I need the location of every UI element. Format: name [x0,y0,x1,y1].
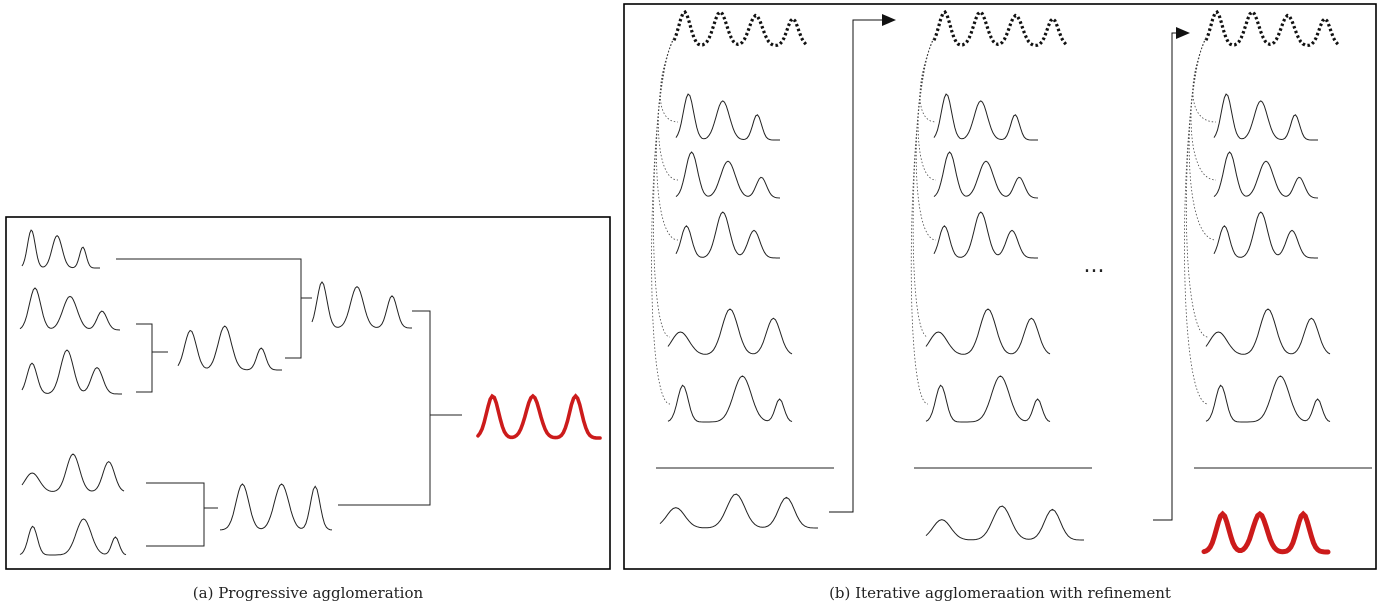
panel-a-final-average [476,393,602,440]
arrow-iteration-1 [829,19,888,513]
series-row-1 [1213,93,1318,141]
alignment-path-2 [1190,37,1217,181]
series-row-2 [675,151,781,199]
iteration-ellipsis: ... [1084,253,1105,278]
alignment-path-4 [1185,37,1209,338]
alignment-path-3 [1188,37,1217,241]
panel-a-frame [5,216,611,570]
series-row-3 [933,211,1038,259]
reference-average-dotted [1204,9,1340,48]
bracket-final [338,310,462,506]
alignment-path-5 [1184,37,1209,405]
alignment-path-2 [917,37,937,181]
alignment-path-1 [1192,37,1217,123]
panel-a-dendrogram [116,258,462,547]
iteration-average [925,505,1084,541]
iteration-average [659,493,818,529]
arrow-iteration-n [1153,32,1182,521]
series-row-4 [925,308,1051,355]
series-row-1 [675,93,780,141]
panel-b-arrows [829,14,1190,521]
series-row-1 [933,93,1038,141]
arrow-head-1 [882,14,896,26]
series-row-4 [1205,308,1331,355]
alignment-path-3 [915,37,937,241]
merged-series-1-2-3 [311,281,412,329]
merged-series-2-3 [177,325,282,371]
iteration-n [1184,9,1372,555]
leaf-series-4 [21,453,125,492]
alignment-path-3 [656,37,679,241]
panel-a: (a) Progressive agglomeration [5,216,611,602]
series-row-5 [925,375,1051,423]
reference-average-dotted [932,9,1068,48]
alignment-path-5 [910,37,935,405]
leaf-series-3 [21,349,122,395]
alignment-path-1 [659,37,679,123]
merged-series-4-5 [219,483,333,531]
final-average-red [1201,510,1331,555]
series-row-3 [675,211,780,259]
reference-average-dotted [672,9,808,48]
bracket-2-3 [136,323,168,393]
leaf-series-1 [21,229,100,269]
series-row-5 [667,375,793,423]
alignment-path-4 [912,37,935,338]
alignment-path-2 [657,37,679,181]
panel-b-frame [623,3,1377,570]
leaf-series-2 [19,287,121,331]
panel-a-leaf-series [19,229,127,556]
panel-a-caption: (a) Progressive agglomeration [193,584,424,602]
alignment-path-4 [653,37,675,338]
series-row-4 [667,308,793,355]
panel-b: ... (b) Iterative agglomeraation with re… [623,3,1377,602]
leaf-series-5 [19,518,127,556]
panel-a-merged-series [177,281,412,531]
arrow-head-n [1176,27,1190,39]
series-row-3 [1213,211,1318,259]
alignment-path-5 [651,37,675,405]
iteration-1 [651,9,834,529]
series-row-5 [1205,375,1331,423]
alignment-path-1 [919,37,937,123]
panel-b-iterations [651,9,1372,555]
series-row-2 [1213,151,1319,199]
series-row-2 [933,151,1039,199]
iteration-2 [910,9,1092,541]
bracket-4-5 [146,482,218,547]
bracket-1-merged23 [116,258,312,359]
panel-b-caption: (b) Iterative agglomeraation with refine… [829,584,1171,602]
